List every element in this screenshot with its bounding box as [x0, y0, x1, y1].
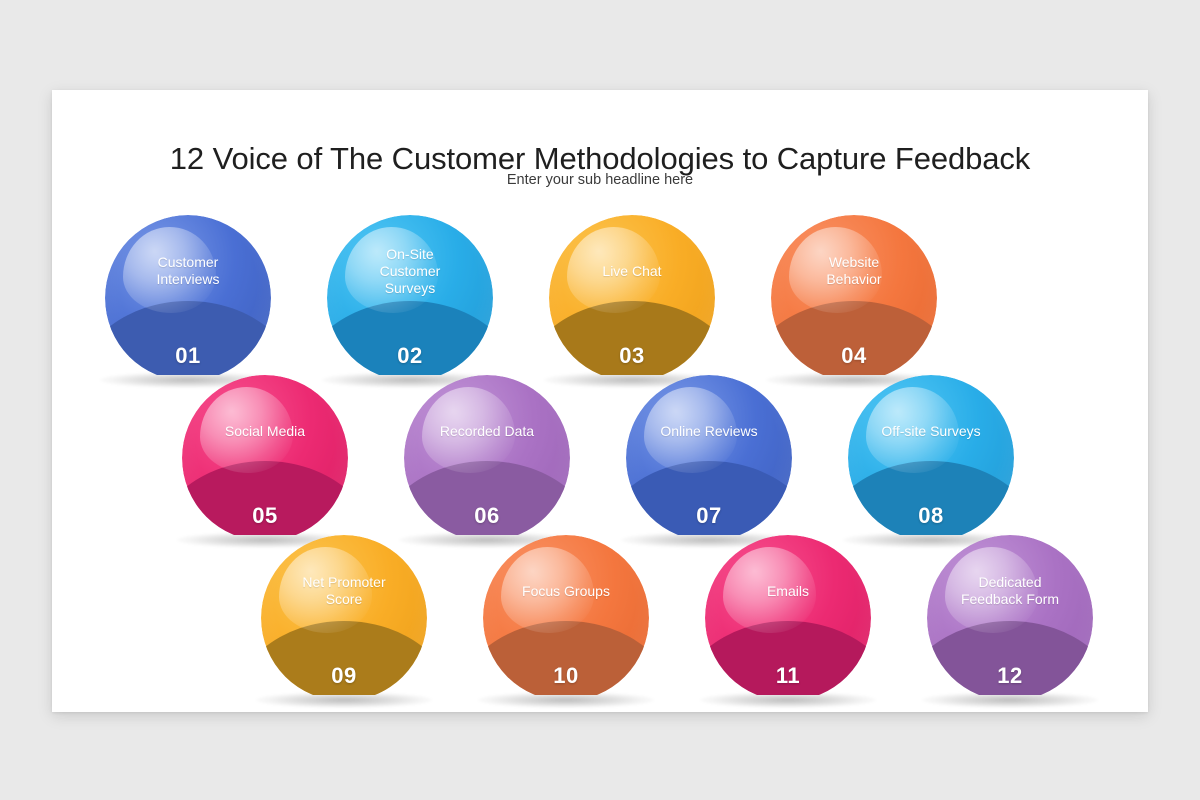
- number-band: [327, 301, 493, 375]
- methodology-item-03[interactable]: Live Chat 03: [544, 215, 720, 388]
- methodology-item-05[interactable]: Social Media 05: [177, 375, 353, 548]
- methodology-number: 12: [997, 663, 1023, 688]
- bubble-shape[interactable]: Recorded Data 06: [404, 375, 570, 535]
- number-band: [483, 621, 649, 695]
- methodology-label: Online Reviews: [660, 422, 758, 439]
- slide-card: 12 Voice of The Customer Methodologies t…: [52, 90, 1148, 712]
- methodology-label: Live Chat: [602, 262, 662, 279]
- methodology-number: 07: [696, 503, 722, 528]
- number-band: [182, 461, 348, 535]
- methodology-label: Focus Groups: [522, 582, 610, 599]
- methodology-item-02[interactable]: On-Site Customer Surveys 02: [322, 215, 498, 388]
- bubble-shape[interactable]: Dedicated Feedback Form 12: [927, 535, 1093, 695]
- methodology-number: 04: [841, 343, 867, 368]
- bubble-shape[interactable]: Live Chat 03: [549, 215, 715, 375]
- drop-shadow-ellipse: [922, 692, 1098, 708]
- methodology-number: 02: [397, 343, 423, 368]
- methodology-label: Dedicated Feedback Form: [960, 574, 1059, 608]
- methodology-item-06[interactable]: Recorded Data 06: [399, 375, 575, 548]
- methodology-number: 09: [331, 663, 357, 688]
- number-band: [626, 461, 792, 535]
- methodology-grid: Customer Interviews 01 On-Site Customer Su…: [52, 90, 1148, 712]
- methodology-number: 11: [775, 663, 801, 688]
- methodology-number: 01: [175, 343, 201, 368]
- drop-shadow-ellipse: [256, 692, 432, 708]
- drop-shadow-ellipse: [478, 692, 654, 708]
- bubble-shape[interactable]: Customer Interviews 01: [105, 215, 271, 375]
- methodology-item-11[interactable]: Emails 11: [700, 535, 876, 708]
- methodology-item-09[interactable]: Net Promoter Score 09: [256, 535, 432, 708]
- methodology-label: Off-site Surveys: [881, 422, 981, 439]
- methodology-number: 05: [252, 503, 278, 528]
- methodology-number: 10: [553, 663, 579, 688]
- methodology-item-01[interactable]: Customer Interviews 01: [100, 215, 276, 388]
- methodology-label: Social Media: [224, 422, 306, 439]
- methodology-label: Customer Interviews: [156, 254, 220, 288]
- bubble-shape[interactable]: Online Reviews 07: [626, 375, 792, 535]
- methodology-item-07[interactable]: Online Reviews 07: [621, 375, 797, 548]
- number-band: [771, 301, 937, 375]
- bubble-shape[interactable]: Focus Groups 10: [483, 535, 649, 695]
- bubble-shape[interactable]: On-Site Customer Surveys 02: [327, 215, 493, 375]
- methodology-item-12[interactable]: Dedicated Feedback Form 12: [922, 535, 1098, 708]
- page-title: 12 Voice of The Customer Methodologies t…: [169, 140, 1031, 176]
- number-band: [261, 621, 427, 695]
- methodology-number: 06: [474, 503, 500, 528]
- bubble-shape[interactable]: Social Media 05: [182, 375, 348, 535]
- drop-shadow-ellipse: [700, 692, 876, 708]
- number-band: [549, 301, 715, 375]
- number-band: [404, 461, 570, 535]
- bubble-shape[interactable]: Website Behavior 04: [771, 215, 937, 375]
- methodology-number: 03: [619, 343, 645, 368]
- methodology-item-08[interactable]: Off-site Surveys 08: [843, 375, 1019, 548]
- number-band: [105, 301, 271, 375]
- methodology-label: Recorded Data: [439, 422, 535, 439]
- bubble-shape[interactable]: Off-site Surveys 08: [848, 375, 1014, 535]
- number-band: [705, 621, 871, 695]
- number-band: [927, 621, 1093, 695]
- methodology-item-10[interactable]: Focus Groups 10: [478, 535, 654, 708]
- methodology-item-04[interactable]: Website Behavior 04: [766, 215, 942, 388]
- methodology-label: Website Behavior: [826, 254, 882, 288]
- page-subtitle: Enter your sub headline here: [506, 172, 694, 188]
- methodology-label: Emails: [766, 582, 809, 599]
- bubble-shape[interactable]: Emails 11: [705, 535, 871, 695]
- number-band: [848, 461, 1014, 535]
- methodology-label: On-Site Customer Surveys: [379, 245, 441, 296]
- methodology-label: Net Promoter Score: [302, 574, 386, 608]
- methodology-number: 08: [918, 503, 944, 528]
- bubble-shape[interactable]: Net Promoter Score 09: [261, 535, 427, 695]
